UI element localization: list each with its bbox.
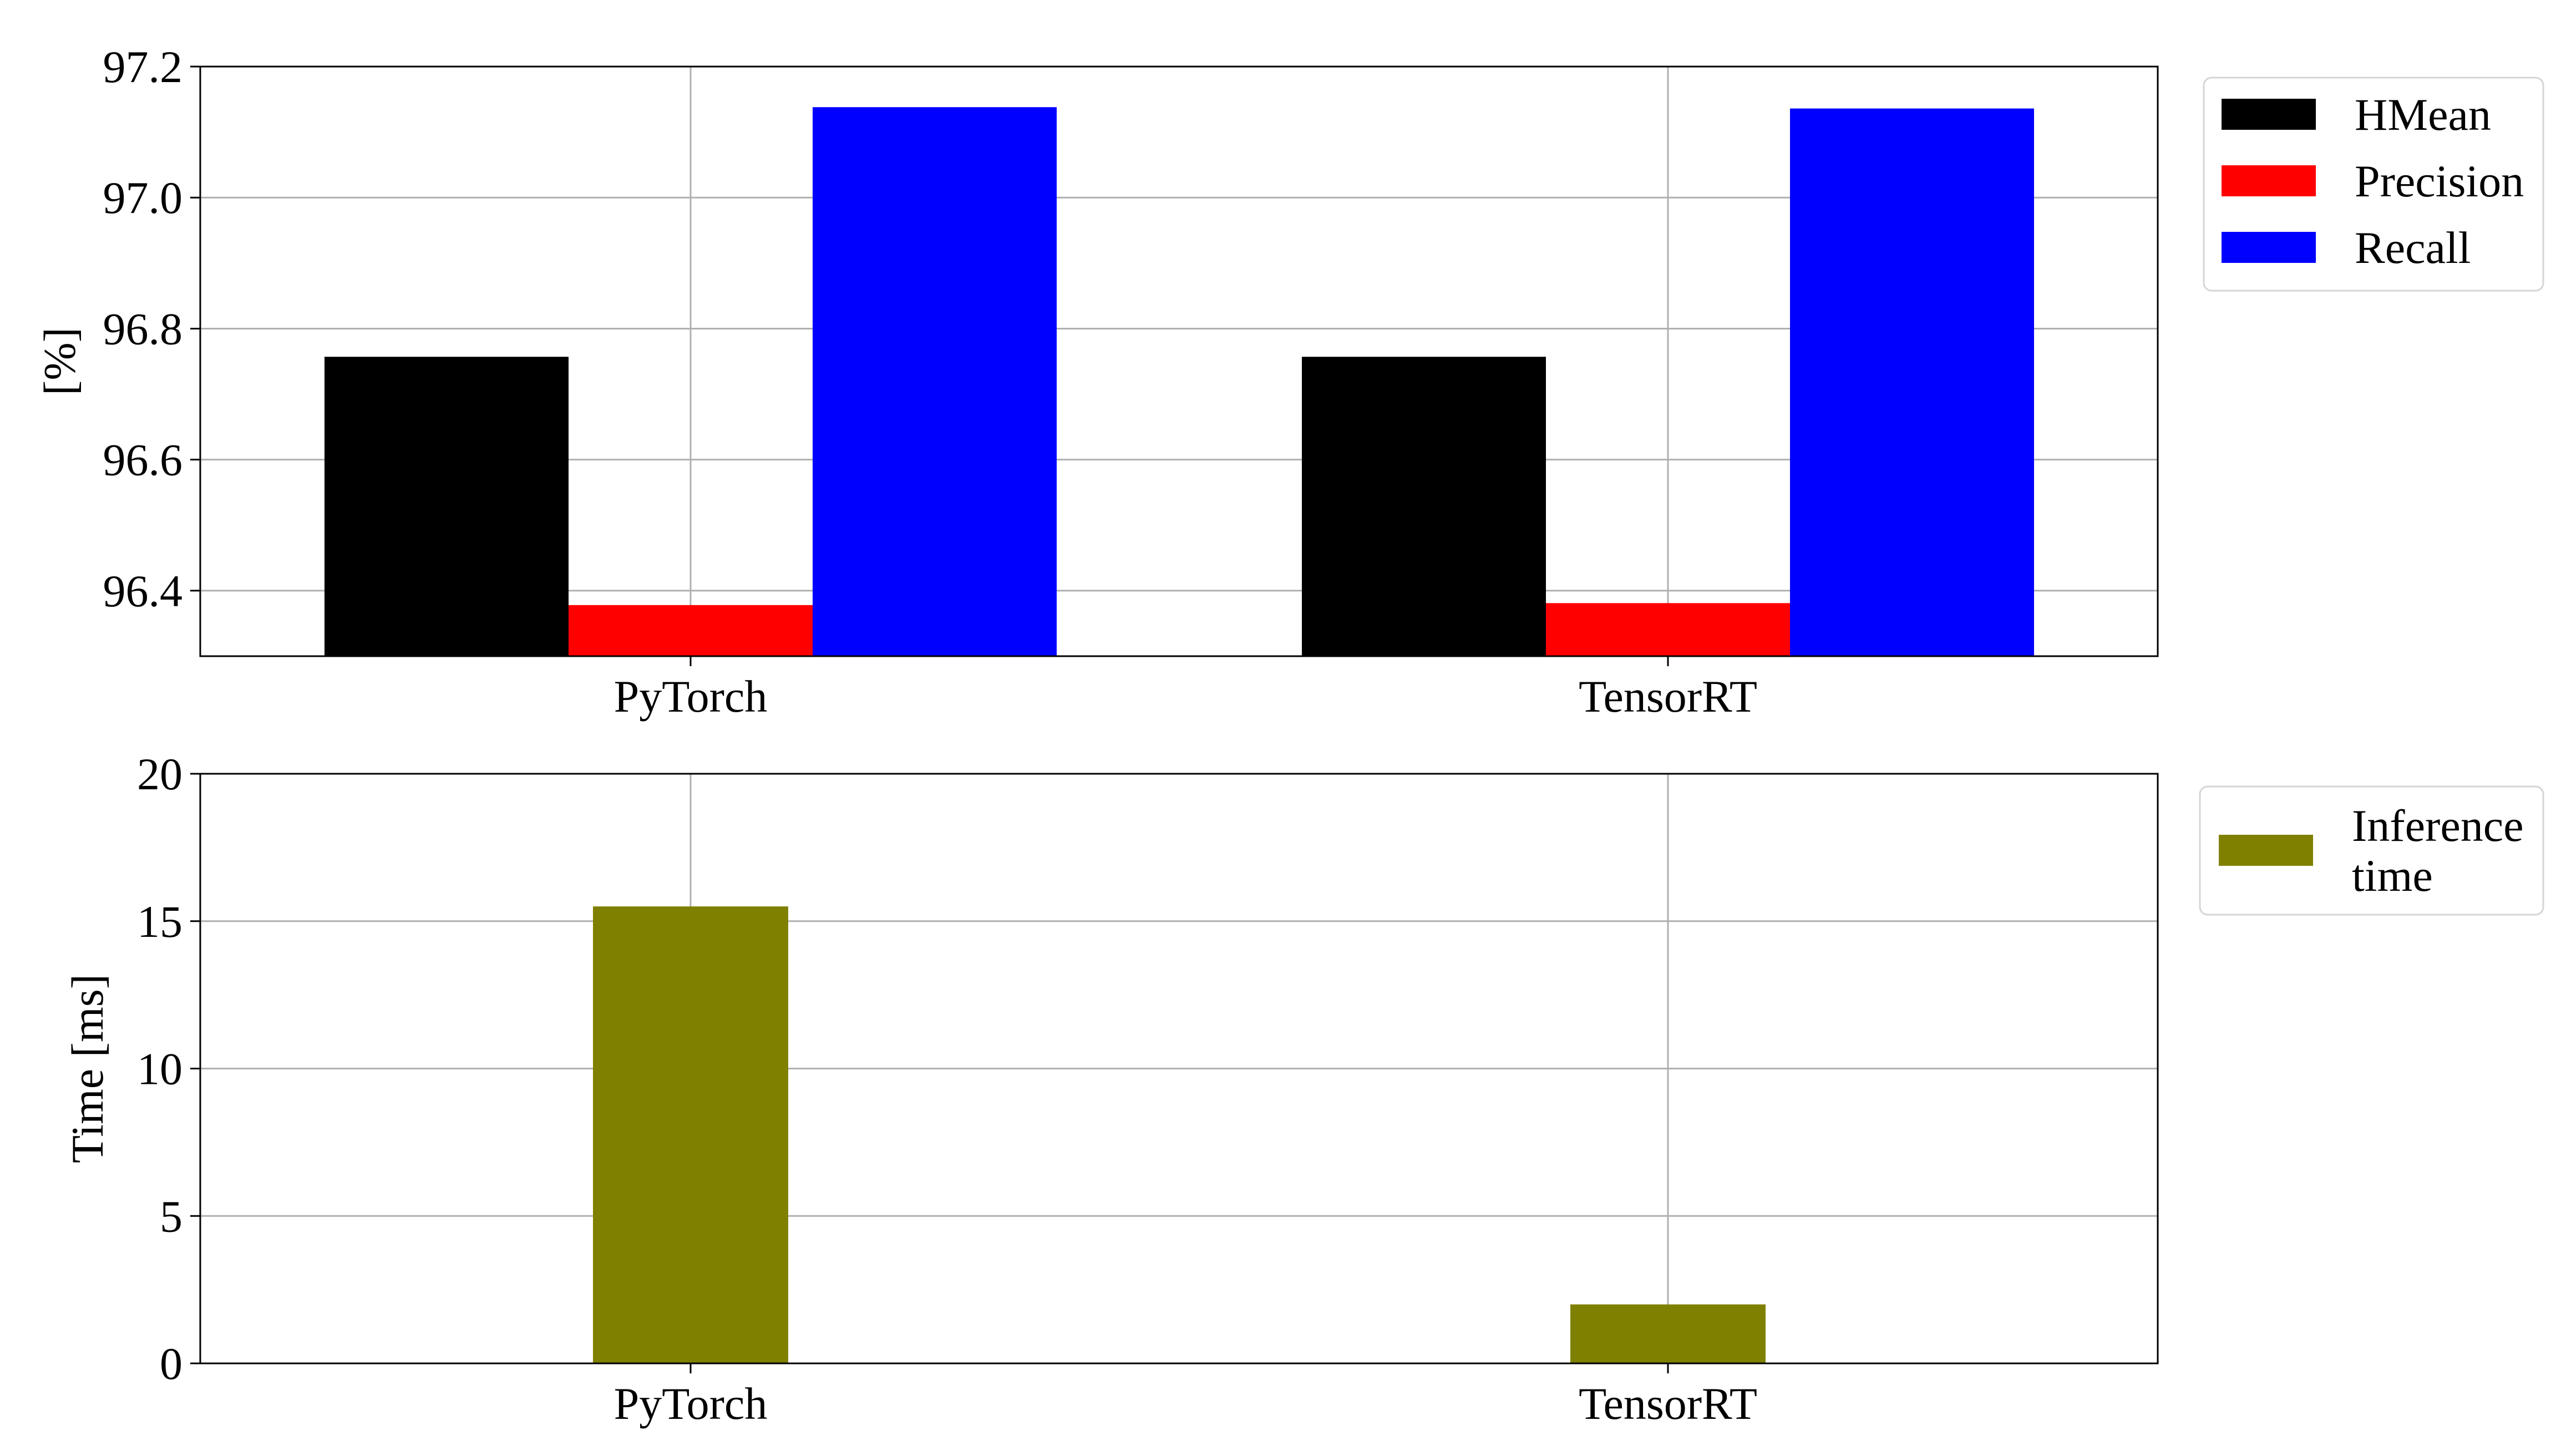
plot-frame	[199, 65, 2159, 657]
legend-label: Precision	[2355, 156, 2524, 206]
legend-swatch	[2222, 232, 2316, 263]
bars	[593, 906, 1766, 1363]
y-tick-label: 96.8	[103, 303, 183, 354]
legend-swatch	[2222, 99, 2316, 130]
x-axis: PyTorch TensorRT	[614, 656, 1757, 722]
x-tick-label: PyTorch	[614, 671, 768, 722]
y-axis: 0 5 10 15 20	[137, 749, 200, 1389]
bar-inference-time-pytorch	[593, 906, 788, 1363]
legend-label-line: time	[2352, 850, 2433, 901]
y-tick-label: 5	[160, 1191, 182, 1241]
gridlines	[200, 774, 2158, 1363]
bar-recall-tensorrt	[1790, 108, 2034, 656]
y-tick-label: 10	[137, 1044, 182, 1094]
chart-panel-1: 96.4 96.6 96.8 97.0 97.2 PyTorch TensorRT [%] HM…	[34, 42, 2544, 722]
legend-swatch	[2222, 165, 2316, 196]
bar-hmean-pytorch	[324, 357, 569, 656]
legend-label: Inference time	[2352, 800, 2524, 901]
y-axis-label: Time [ms]	[62, 974, 113, 1163]
legend: Inference time	[2199, 785, 2544, 916]
legend-swatch	[2219, 835, 2313, 866]
y-tick-label: 0	[160, 1338, 182, 1389]
bar-precision-pytorch	[569, 605, 813, 656]
y-tick-label: 15	[137, 896, 182, 947]
chart-panel-2: 0 5 10 15 20 PyTorch TensorRT Time [ms] Inferenc…	[62, 749, 2544, 1429]
y-axis-label: [%]	[34, 327, 85, 395]
bars	[324, 107, 2034, 656]
y-tick-label: 97.0	[103, 173, 183, 223]
legend-label: HMean	[2355, 89, 2491, 140]
legend-label-line: Inference	[2352, 800, 2524, 851]
x-tick-label: PyTorch	[614, 1378, 768, 1429]
y-axis: 96.4 96.6 96.8 97.0 97.2	[103, 42, 200, 616]
legend-frame	[2199, 785, 2544, 916]
y-tick-label: 97.2	[103, 42, 183, 92]
legend-label: Recall	[2355, 222, 2471, 273]
legend: HMean Precision Recall	[2203, 77, 2544, 292]
x-tick-label: TensorRT	[1579, 1378, 1757, 1429]
bar-recall-pytorch	[813, 107, 1057, 656]
x-axis: PyTorch TensorRT	[614, 1363, 1757, 1429]
x-tick-label: TensorRT	[1579, 671, 1757, 722]
bar-hmean-tensorrt	[1302, 357, 1546, 656]
bar-precision-tensorrt	[1546, 603, 1790, 656]
bar-inference-time-tensorrt	[1570, 1304, 1766, 1363]
y-tick-label: 96.4	[103, 566, 183, 616]
y-tick-label: 20	[137, 749, 182, 799]
y-tick-label: 96.6	[103, 435, 183, 485]
